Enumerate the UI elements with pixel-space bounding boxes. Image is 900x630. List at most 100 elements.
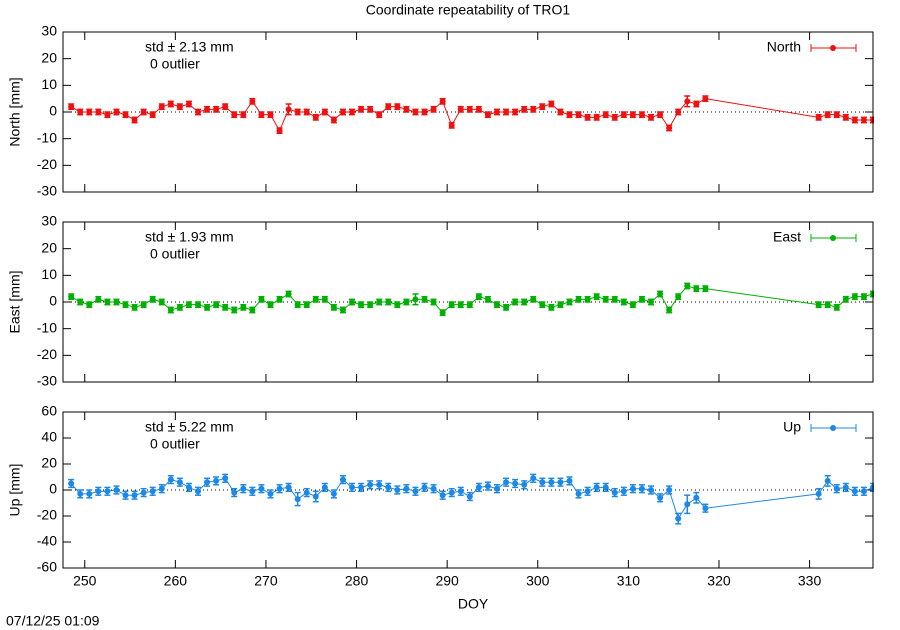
y-axis-label: East [mm] [7,270,23,333]
y-tick-label: -40 [37,533,57,549]
data-point [824,111,831,118]
data-point [475,106,482,113]
series-group [68,95,874,135]
data-point [842,484,849,491]
data-point [593,484,600,491]
data-point [249,488,256,495]
data-point [448,122,455,129]
data-point [521,481,528,488]
data-point [367,301,374,308]
data-point [330,117,337,123]
data-point [684,283,691,289]
data-point [339,476,346,483]
data-point [158,299,165,305]
data-point [285,106,292,113]
data-point [339,307,346,313]
data-point [77,490,84,497]
data-point [666,125,673,131]
data-point [466,106,473,113]
x-tick-label: 260 [164,573,188,589]
data-point [358,106,365,113]
x-tick-label: 270 [254,573,278,589]
data-point [213,106,220,113]
outlier-note: 0 outlier [150,246,200,262]
data-point [675,515,682,522]
data-point [512,480,519,487]
data-point [140,109,147,115]
data-point [231,489,238,496]
data-point [657,291,664,297]
x-axis-label: DOY [458,596,489,612]
x-tick-label: 280 [345,573,369,589]
data-point [702,505,709,512]
data-point [575,111,582,118]
y-tick-label: 10 [41,76,57,92]
data-point [231,307,238,313]
data-point [95,109,102,115]
data-point [68,103,75,110]
data-point [620,299,627,305]
data-point [675,293,682,300]
data-point [512,109,519,115]
data-point [503,479,510,486]
data-point [602,296,609,303]
data-point [231,111,238,118]
data-point [557,301,564,308]
y-tick-label: -60 [37,559,57,575]
data-point [539,103,546,110]
data-point [430,299,437,305]
data-point [303,109,310,115]
y-tick-label: -20 [37,156,57,172]
data-point [204,479,211,486]
data-point [860,488,867,495]
data-point [149,296,156,303]
data-point [240,304,247,311]
data-point [430,106,437,113]
data-point [195,109,201,115]
y-tick-label: 20 [41,455,57,471]
data-point [367,106,374,113]
data-point [421,484,428,491]
data-point [833,304,840,311]
data-point [385,484,392,491]
data-point [675,109,682,115]
series-group [68,473,874,525]
x-tick-label: 250 [73,573,97,589]
data-point [503,304,510,311]
data-point [385,299,392,305]
data-point [104,111,111,118]
data-point [638,485,645,492]
data-point [330,490,337,497]
data-point [851,488,858,495]
data-point [213,477,220,484]
data-point [385,103,392,110]
data-point [149,111,156,118]
y-tick-label: -30 [37,183,57,199]
data-point [140,301,147,308]
data-point [77,109,84,115]
data-point [312,114,319,121]
data-point [86,490,93,497]
data-point [276,127,283,134]
y-tick-label: 40 [41,429,57,445]
data-point [448,301,455,308]
data-point [539,301,546,308]
data-point [860,293,867,300]
plot-frame [62,411,874,569]
legend-marker [830,45,836,51]
data-point [267,111,274,118]
data-point [285,291,292,297]
outlier-note: 0 outlier [150,436,200,452]
data-point [824,477,831,484]
data-point [376,111,383,118]
annotation: std ± 1.93 mm [145,229,234,245]
x-tick-label: 320 [707,573,731,589]
data-point [484,111,491,118]
data-point [638,296,645,303]
data-point [349,484,356,491]
data-point [851,117,858,123]
data-point [367,481,374,488]
annotation: std ± 5.22 mm [145,419,234,435]
data-point [131,304,138,311]
data-point [376,299,383,305]
